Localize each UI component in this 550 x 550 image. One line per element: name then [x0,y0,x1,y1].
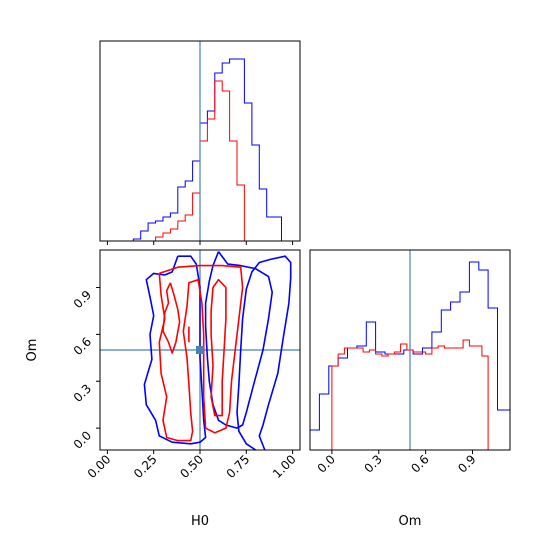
om-y-tick-label-0: 0.0 [71,428,94,451]
om-histogram-ticks: 0.0 0.3 0.6 0.9 [315,450,479,476]
panel-h0-histogram [99,40,301,245]
contour-line-3 [143,255,207,445]
x-axis-label-h0: H0 [191,514,209,529]
y-axis-label-om: Om [25,339,40,362]
h0-x-tick-label-2: 0.50 [177,452,206,481]
om-y-tick-label-2: 0.6 [71,335,94,358]
h0-histogram-series-1 [132,58,282,241]
om-histogram-x-tick-label-3: 0.9 [455,452,478,475]
om-y-tick-label-1: 0.3 [71,381,94,404]
contour-line-2 [204,251,274,429]
h0-om-contour-plot-area [100,250,300,451]
om-histogram-x-tick-label-1: 0.3 [361,452,384,475]
contour-line-1 [236,255,292,451]
contour-line-4 [158,264,244,442]
h0-x-tick-label-4: 1.00 [270,452,299,481]
om-histogram-x-tick-label-2: 0.6 [408,452,431,475]
x-axis-label-om: Om [399,514,422,529]
h0-x-tick-label-0: 0.00 [85,452,114,481]
contour-line-6 [210,278,227,417]
h0-histogram-plot-area [132,41,282,241]
om-histogram-plot-area [309,250,511,450]
panel-h0-om-contour: 0.00 0.25 0.50 0.75 1.00 0.0 0.3 0.6 0.9 H0 Om [25,249,301,529]
om-histogram-series-2 [331,339,489,450]
om-y-tick-label-3: 0.9 [71,288,94,311]
om-histogram-frame [309,249,511,451]
om-histogram-x-tick-label-0: 0.0 [315,452,338,475]
contour-line-5 [162,282,181,354]
h0-x-tick-label-1: 0.25 [131,452,160,481]
panel-om-histogram: 0.0 0.3 0.6 0.9 Om [309,249,511,529]
h0-x-tick-label-3: 0.75 [224,452,253,481]
truth-point-marker [196,346,204,354]
h0-histogram-ticks [106,241,294,245]
